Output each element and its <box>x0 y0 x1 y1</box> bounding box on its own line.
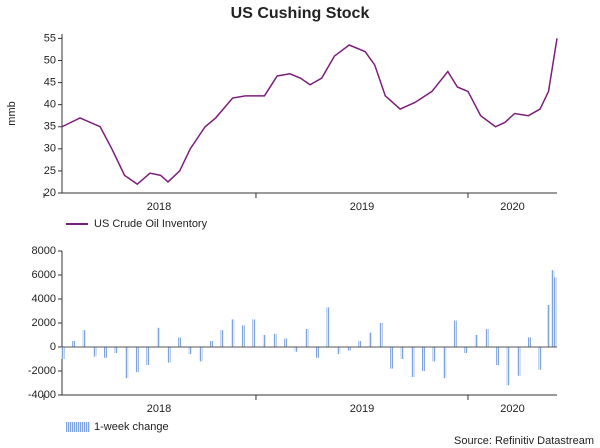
bar <box>368 332 372 347</box>
bar <box>146 347 150 365</box>
bar <box>506 347 510 386</box>
bar <box>527 337 531 347</box>
bar <box>72 341 76 347</box>
bar <box>547 305 551 347</box>
bar <box>125 347 129 379</box>
bar <box>209 341 213 347</box>
y-tick-label: 8000 <box>32 245 56 257</box>
y-tick-label: 50 <box>44 54 56 66</box>
bar <box>538 347 542 370</box>
bar <box>347 347 351 351</box>
bar <box>284 338 288 347</box>
bar <box>135 347 139 373</box>
y-tick-label: 0 <box>50 341 56 353</box>
bar <box>326 307 330 347</box>
bar <box>305 329 309 347</box>
y-tick-label: 30 <box>44 143 56 155</box>
y-tick-label: 40 <box>44 99 56 111</box>
bar <box>252 319 256 347</box>
x-tick-label: 2018 <box>147 201 171 213</box>
legend-label: 1-week change <box>94 421 169 433</box>
y-tick-label: 35 <box>44 121 56 133</box>
chart-title: US Cushing Stock <box>231 5 370 22</box>
bar <box>464 347 468 353</box>
bar <box>379 323 383 347</box>
y-tick-label: 2000 <box>32 317 56 329</box>
bar <box>231 319 235 347</box>
bar <box>411 347 415 377</box>
bar <box>294 347 298 352</box>
bar <box>551 270 555 347</box>
bar <box>453 320 457 347</box>
bar <box>262 335 266 347</box>
bar <box>82 330 86 347</box>
bar <box>432 347 436 362</box>
bar <box>358 341 362 347</box>
legend-label: US Crude Oil Inventory <box>94 218 208 230</box>
y-tick-label: 6000 <box>32 269 56 281</box>
bar <box>421 347 425 371</box>
bar <box>103 347 107 358</box>
x-tick-label: 2020 <box>500 201 524 213</box>
bar <box>485 329 489 347</box>
y-tick-label: 45 <box>44 76 56 88</box>
bar <box>93 347 97 357</box>
bar <box>114 347 118 353</box>
legend-swatch <box>66 422 90 432</box>
y-tick-label: 20 <box>44 187 56 199</box>
source: Source: Refinitiv Datastream <box>454 435 594 447</box>
bar <box>443 347 447 379</box>
x-tick-label: 2018 <box>147 403 171 415</box>
bar <box>220 330 224 347</box>
bar <box>315 347 319 358</box>
bar <box>390 347 394 369</box>
bar <box>337 347 341 355</box>
bar <box>167 347 171 363</box>
y-tick-label: 25 <box>44 165 56 177</box>
bar <box>517 347 521 376</box>
y-tick-label: 4000 <box>32 293 56 305</box>
x-tick-label: 2020 <box>500 403 524 415</box>
x-tick-label: 2019 <box>350 403 374 415</box>
y-tick-label: 55 <box>44 32 56 44</box>
bar <box>156 327 160 347</box>
bar <box>199 347 203 362</box>
line <box>61 38 558 186</box>
bar <box>474 335 478 347</box>
x-tick-label: 2019 <box>350 201 374 213</box>
bar <box>178 337 182 347</box>
bar <box>188 347 192 355</box>
bar <box>61 347 65 359</box>
bar <box>553 277 557 347</box>
bar <box>273 333 277 347</box>
y-tick-label: -2000 <box>28 365 56 377</box>
y-axis-label: mmb <box>6 101 18 125</box>
y-tick-label: -4000 <box>28 389 56 401</box>
bar <box>496 347 500 365</box>
bar <box>400 347 404 359</box>
bar <box>241 325 245 347</box>
